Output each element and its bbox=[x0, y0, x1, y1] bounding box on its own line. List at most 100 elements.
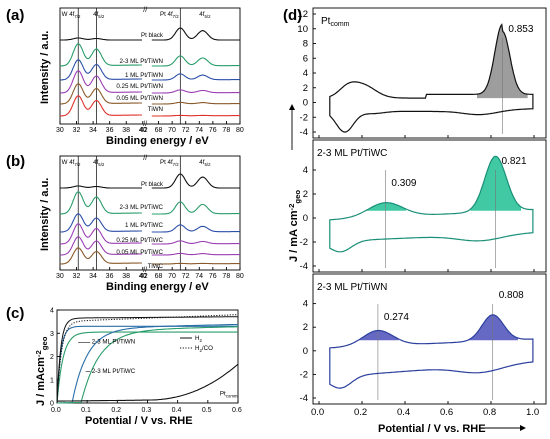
c-x-tick-label: 0.6 bbox=[232, 407, 242, 414]
c-h2-curve-2 bbox=[56, 331, 238, 404]
d-2-plot-frame bbox=[312, 139, 547, 273]
xps-b-x-tick-label: 34 bbox=[89, 273, 97, 280]
xps-a-series-3-left bbox=[59, 59, 142, 81]
xps-a-series-4-right bbox=[151, 89, 240, 94]
xps-a-x-tick-label: 72 bbox=[182, 127, 190, 134]
xps-b-series-4-left bbox=[59, 223, 142, 245]
d-3-y-tick-label: -2 bbox=[300, 369, 308, 380]
c-y-tick-label: 4 bbox=[50, 308, 54, 315]
xps-a-series-1-right bbox=[151, 27, 240, 41]
xps-a-series-6-left bbox=[59, 95, 142, 117]
d-1-y-tick-label: 6 bbox=[303, 53, 308, 64]
d-x-tick-label: 0.4 bbox=[397, 407, 410, 418]
xps-b-plot-frame bbox=[59, 155, 241, 271]
xps-b-x-tick-label: 80 bbox=[236, 273, 244, 280]
xps-b-x-axis-label: Binding energy / eV bbox=[106, 281, 209, 293]
c-y-tick-label: 0 bbox=[50, 401, 54, 408]
c-h2-curve-1 bbox=[56, 325, 238, 404]
d-2-y-tick-label: 0 bbox=[303, 213, 308, 224]
d-3-y-tick-label: 2 bbox=[303, 322, 308, 333]
d-3-y-tick-label: 0 bbox=[303, 346, 308, 357]
c-x-tick-label: 0.5 bbox=[202, 407, 212, 414]
c-label-tiwn: 2-3 ML Pt/TiWN bbox=[92, 339, 136, 346]
xps-b-series-label-6: TiWC bbox=[148, 263, 164, 270]
d-1-y-tick-label: 4 bbox=[303, 68, 308, 79]
c-label-tiwc: 2-3 ML Pt/TiWC bbox=[92, 368, 136, 375]
d-1-y-tick-label: -2 bbox=[300, 112, 308, 123]
d-1-y-tick-label: -4 bbox=[300, 127, 308, 138]
c-h2co-ptcomm bbox=[57, 363, 239, 402]
xps-b-x-tick-label: 40 bbox=[139, 273, 147, 280]
panel-letter-a: (a) bbox=[6, 7, 24, 24]
xps-b-w4f52-label: 4f5/2 bbox=[93, 159, 105, 167]
xps-a-x-tick-label: 40 bbox=[139, 127, 147, 134]
d-1-y-tick-label: 8 bbox=[303, 39, 308, 50]
xps-b-axis-break-top: // bbox=[143, 155, 147, 162]
xps-a-w4f72-label: W 4f7/2 bbox=[62, 11, 81, 19]
xps-b-series-6-left bbox=[60, 247, 142, 265]
d-3-title: 2-3 ML Pt/TiWN bbox=[317, 282, 387, 293]
d-3-peak-fill-1 bbox=[356, 330, 399, 342]
xps-a-y-axis-label: Intensity / a.u. bbox=[39, 31, 51, 104]
xps-b-x-tick-label: 32 bbox=[73, 273, 81, 280]
d-3-peak-label-1: 0.274 bbox=[384, 312, 409, 323]
xps-b-x-tick-label: 76 bbox=[209, 273, 217, 280]
d-3-y-tick-label: 4 bbox=[303, 299, 308, 310]
d-3-plot-frame bbox=[312, 273, 547, 405]
d-x-tick-label: 0.8 bbox=[483, 407, 496, 418]
xps-a-x-tick-label: 32 bbox=[73, 127, 81, 134]
xps-b-series-label-5: 0.05 ML Pt/TiWC bbox=[116, 249, 163, 256]
panel-letter-c: (c) bbox=[6, 305, 24, 322]
xps-b-x-tick-label: 30 bbox=[56, 273, 64, 280]
xps-b-series-label-3: 1 ML Pt/TiWC bbox=[125, 222, 164, 229]
xps-a-series-5-left bbox=[59, 83, 142, 105]
xps-b-x-tick-label: 68 bbox=[155, 273, 163, 280]
d-2-peak-label-1: 0.309 bbox=[391, 178, 416, 189]
xps-a-x-tick-label: 78 bbox=[222, 127, 230, 134]
xps-a-series-label-6: TiWN bbox=[148, 106, 163, 113]
xps-b-series-1-left bbox=[60, 185, 142, 189]
c-legend-h2: H2 bbox=[195, 335, 202, 343]
c-label-ptcomm: Ptcomm bbox=[220, 391, 238, 399]
xps-b-series-5-right bbox=[151, 252, 240, 256]
xps-b-x-tick-label: 38 bbox=[122, 273, 130, 280]
xps-b-series-label-1: Pt black bbox=[141, 181, 164, 188]
c-y-tick-label: 1 bbox=[50, 377, 54, 384]
d-2-y-tick-label: 2 bbox=[303, 189, 308, 200]
xps-a-series-label-1: Pt black bbox=[141, 32, 164, 39]
d-1-y-tick-label: 0 bbox=[303, 98, 308, 109]
xps-b-pt4f52-label: 4f5/2 bbox=[199, 159, 211, 167]
xps-a-x-tick-label: 68 bbox=[155, 127, 163, 134]
c-x-axis-label: Potential / V vs. RHE bbox=[85, 415, 193, 427]
d-2-y-tick-label: 4 bbox=[303, 165, 308, 176]
d-x-tick-label: 1.0 bbox=[526, 407, 539, 418]
xps-b-series-label-4: 0.25 ML Pt/TiWC bbox=[116, 237, 163, 244]
xps-a-series-1-left bbox=[60, 37, 142, 41]
d-1-y-tick-label: 2 bbox=[303, 83, 308, 94]
c-legend-h2co: H2/CO bbox=[195, 345, 213, 353]
c-x-tick-label: 0.4 bbox=[172, 407, 182, 414]
c-x-tick-label: 0.0 bbox=[51, 407, 61, 414]
c-h2-ptcomm bbox=[56, 316, 239, 404]
xps-a-axis-break-top: // bbox=[143, 7, 147, 14]
d-x-arrow-head bbox=[520, 425, 526, 431]
d-1-title: Ptcomm bbox=[321, 16, 350, 28]
d-y-axis-label: J / mA cm-2geo bbox=[287, 190, 302, 262]
xps-a-x-axis-label: Binding energy / eV bbox=[106, 135, 209, 147]
xps-a-x-tick-label: 38 bbox=[122, 127, 130, 134]
d-2-title: 2-3 ML Pt/TiWC bbox=[317, 148, 387, 159]
xps-a-pt4f52-label: 4f5/2 bbox=[199, 11, 211, 19]
d-2-y-tick-label: -4 bbox=[300, 261, 308, 272]
c-x-tick-label: 0.3 bbox=[142, 407, 152, 414]
xps-b-x-tick-label: 72 bbox=[182, 273, 190, 280]
xps-b-x-tick-label: 78 bbox=[222, 273, 230, 280]
d-3-peak-label-2: 0.808 bbox=[499, 290, 524, 301]
d-1-peak-label-1: 0.853 bbox=[508, 24, 533, 35]
xps-b-series-2-right bbox=[151, 201, 240, 215]
panel-letter-b: (b) bbox=[6, 153, 25, 170]
d-x-tick-label: 0.0 bbox=[311, 407, 324, 418]
xps-b-series-1-right bbox=[151, 173, 240, 189]
c-y-axis-label: J / mAcm-2geo bbox=[34, 336, 49, 406]
xps-b-series-5-left bbox=[60, 236, 142, 256]
xps-a-x-tick-label: 76 bbox=[209, 127, 217, 134]
